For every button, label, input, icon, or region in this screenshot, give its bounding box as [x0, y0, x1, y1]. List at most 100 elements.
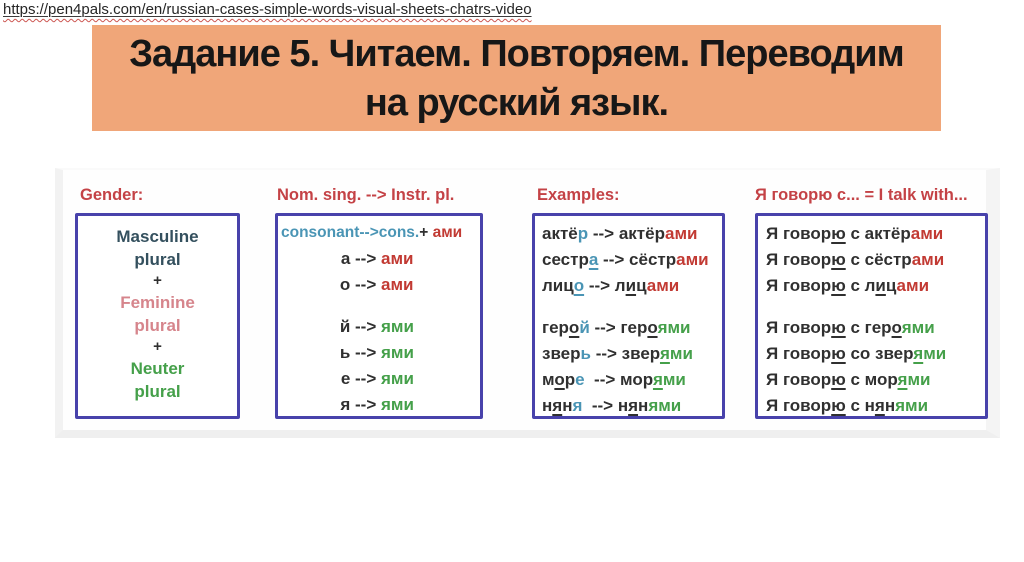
- text-segment: я: [552, 396, 563, 415]
- text-segment: мор: [620, 370, 653, 389]
- text-segment: plural: [134, 316, 181, 335]
- rule-ending: ями: [381, 395, 414, 414]
- text-row: я --> ями: [281, 392, 477, 416]
- text-segment: звер: [542, 344, 581, 363]
- text-segment: Я говор: [766, 224, 832, 243]
- text-segment: с л: [845, 276, 876, 295]
- text-segment: ями: [381, 395, 414, 414]
- page-header-url-line: https://pen4pals.com/en/russian-cases-si…: [3, 1, 532, 18]
- text-segment: ю: [831, 276, 846, 295]
- text-segment: с сёстр: [845, 250, 912, 269]
- text-segment: -->: [590, 344, 622, 363]
- rule-left: а -->: [281, 246, 381, 272]
- text-segment: -->: [584, 370, 621, 389]
- text-row: Neuter: [78, 357, 237, 380]
- text-segment: сестр: [542, 250, 589, 269]
- text-segment: ми: [923, 344, 947, 363]
- text-segment: consonant: [281, 224, 360, 241]
- text-segment: Я говор: [766, 396, 832, 415]
- text-row: Я говорю с нянями: [766, 393, 985, 416]
- text-segment: ами: [896, 276, 930, 295]
- text-row: Я говорю с морями: [766, 367, 985, 393]
- text-segment: и: [875, 276, 886, 295]
- text-segment: а -->: [340, 249, 381, 268]
- text-row: няня --> нянями: [542, 393, 722, 416]
- text-segment: ами: [910, 224, 944, 243]
- text-segment: cons.: [378, 224, 420, 241]
- rule-left: ь -->: [281, 340, 381, 366]
- text-segment: е -->: [340, 369, 381, 388]
- text-segment: +: [419, 224, 433, 241]
- text-segment: -->: [582, 396, 618, 415]
- text-segment: я -->: [340, 395, 381, 414]
- text-row: plural: [78, 248, 237, 271]
- text-segment: ями: [381, 369, 414, 388]
- rule-ending: ями: [381, 317, 414, 336]
- text-segment: Neuter: [130, 359, 185, 378]
- rule-ending: ами: [381, 249, 413, 268]
- text-segment: р: [564, 370, 576, 389]
- text-segment: я: [913, 344, 924, 363]
- text-segment: звер: [621, 344, 660, 363]
- column-phrases-header: Я говорю с... = I talk with...: [755, 186, 968, 204]
- text-segment: м: [542, 370, 555, 389]
- rule-ending: ами: [381, 275, 413, 294]
- text-row: о --> ами: [281, 272, 477, 298]
- text-row: +: [78, 337, 237, 357]
- column-endings-header: Nom. sing. --> Instr. pl.: [277, 186, 455, 204]
- text-segment: о: [891, 318, 902, 337]
- text-segment: е: [575, 370, 585, 389]
- text-segment: ями: [657, 318, 691, 337]
- text-segment: н: [617, 396, 629, 415]
- text-segment: -->: [598, 250, 630, 269]
- text-row: consonant-->cons.+ ами: [281, 220, 477, 246]
- text-segment: о -->: [339, 275, 381, 294]
- text-segment: ями: [895, 396, 929, 415]
- text-segment: ц: [885, 276, 897, 295]
- text-segment: я: [652, 370, 663, 389]
- text-segment: ми: [907, 370, 931, 389]
- text-segment: plural: [134, 382, 181, 401]
- title-banner: Задание 5. Читаем. Повторяем. Переводим …: [92, 25, 941, 131]
- text-row: й --> ями: [281, 314, 477, 340]
- gender-box: Masculine plural + Feminine plural + Neuter plu…: [75, 213, 240, 419]
- text-segment: ми: [662, 370, 686, 389]
- text-segment: ю: [831, 318, 846, 337]
- text-segment: ами: [381, 275, 414, 294]
- text-row: а --> ами: [281, 246, 477, 272]
- column-examples: Examples: актёр --> актёрами сестра --> с…: [532, 186, 725, 419]
- text-segment: ами: [911, 250, 945, 269]
- text-segment: Я говор: [766, 250, 832, 269]
- text-segment: Feminine: [120, 293, 195, 312]
- text-segment: Я говор: [766, 276, 832, 295]
- text-segment: лиц: [542, 276, 574, 295]
- text-row: Я говорю с актёрами: [766, 221, 985, 247]
- text-segment: н: [562, 396, 573, 415]
- text-segment: +: [153, 272, 162, 289]
- rule-ending: ями: [381, 343, 414, 362]
- content-panel: Gender: Masculine plural + Feminine plural + N…: [55, 168, 1000, 438]
- text-segment: ю: [831, 370, 846, 389]
- endings-box: consonant-->cons.+ ами а --> ами о --> ами…: [275, 213, 483, 419]
- spellcheck-squiggle: https://pen4pals.com/en/russian-cases-si…: [3, 1, 532, 18]
- text-segment: plural: [134, 250, 181, 269]
- text-segment: я: [572, 396, 583, 415]
- rule-left: я -->: [281, 392, 381, 416]
- text-row: Masculine: [78, 225, 237, 248]
- text-segment: ями: [901, 318, 935, 337]
- text-row: Я говорю с героями: [766, 315, 985, 341]
- text-segment: ми: [669, 344, 693, 363]
- text-segment: с гер: [845, 318, 892, 337]
- phrases-box: Я говорю с актёрами Я говорю с сёстрами Я …: [755, 213, 988, 419]
- text-row: море --> морями: [542, 367, 722, 393]
- rule-left: й -->: [281, 314, 381, 340]
- text-segment: со звер: [845, 344, 914, 363]
- text-row: зверь --> зверями: [542, 341, 722, 367]
- text-row: герой --> героями: [542, 315, 722, 341]
- text-segment: ами: [664, 224, 698, 243]
- text-row: сестра --> сёстрами: [542, 247, 722, 273]
- hyperlink-url[interactable]: https://pen4pals.com/en/russian-cases-si…: [3, 1, 532, 18]
- column-examples-header: Examples:: [537, 186, 620, 204]
- spacer-row: [766, 299, 985, 315]
- text-segment: с мор: [845, 370, 898, 389]
